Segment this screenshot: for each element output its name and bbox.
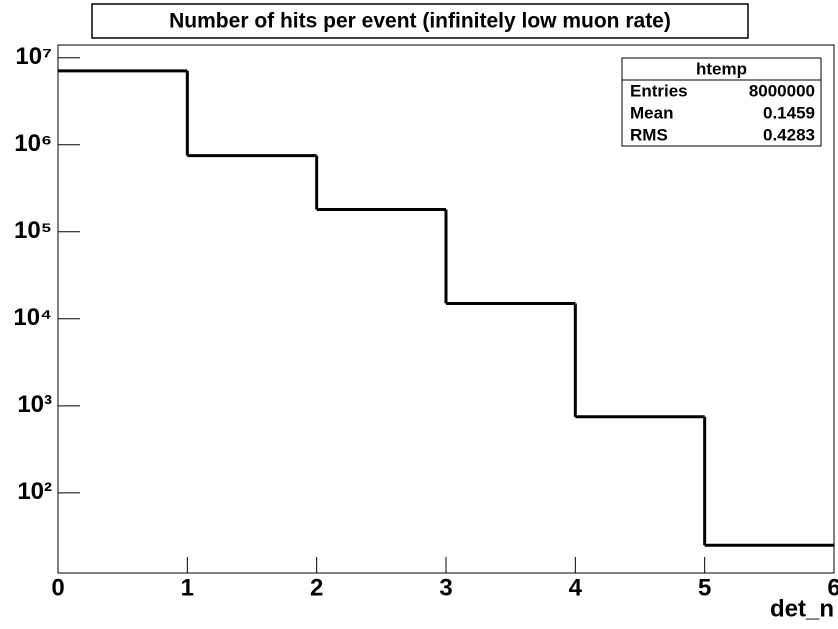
- x-tick-label: 3: [439, 574, 452, 601]
- x-axis-label: det_n: [770, 595, 834, 622]
- stats-value: 0.4283: [763, 125, 815, 144]
- stats-value: 0.1459: [763, 103, 815, 122]
- x-tick-label: 1: [181, 574, 194, 601]
- x-tick-label: 4: [569, 574, 583, 601]
- y-tick-label: 10⁷: [15, 43, 52, 70]
- y-tick-label: 10³: [17, 391, 52, 418]
- stats-value: 8000000: [749, 81, 815, 100]
- stats-box: [621, 57, 822, 147]
- y-tick-label: 10²: [17, 478, 52, 505]
- y-tick-label: 10⁴: [13, 304, 52, 331]
- y-tick-label: 10⁵: [14, 217, 52, 244]
- stats-title: htemp: [696, 59, 747, 78]
- chart-title: Number of hits per event (infinitely low…: [169, 10, 671, 33]
- x-tick-label: 2: [310, 574, 323, 601]
- stats-label: RMS: [630, 125, 668, 144]
- x-tick-label: 0: [51, 574, 64, 601]
- x-tick-label: 6: [827, 574, 838, 601]
- stats-label: Mean: [630, 103, 673, 122]
- stats-label: Entries: [630, 81, 688, 100]
- x-tick-label: 5: [698, 574, 711, 601]
- y-tick-label: 10⁶: [14, 130, 52, 157]
- title-box: [91, 3, 749, 39]
